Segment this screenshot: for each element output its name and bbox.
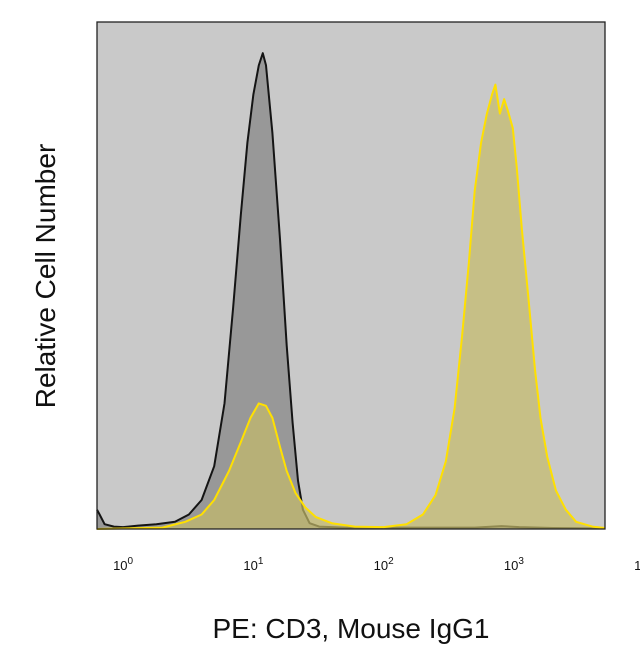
y-axis-title: Relative Cell Number	[30, 144, 61, 409]
x-tick-layer: 100 101 102 103 104	[113, 556, 640, 573]
x-tick-label-2: 102	[374, 556, 394, 573]
series-2-fill	[97, 84, 605, 529]
plot-frame	[96, 21, 606, 530]
x-tick-label-1: 101	[243, 556, 263, 573]
x-tick-label-4: 104	[634, 556, 640, 573]
series-layer	[96, 52, 606, 530]
x-axis-title: PE: CD3, Mouse IgG1	[212, 613, 489, 644]
series-2-line	[96, 83, 606, 530]
x-tick-label-3: 103	[504, 556, 524, 573]
x-tick-label-0: 100	[113, 556, 133, 573]
